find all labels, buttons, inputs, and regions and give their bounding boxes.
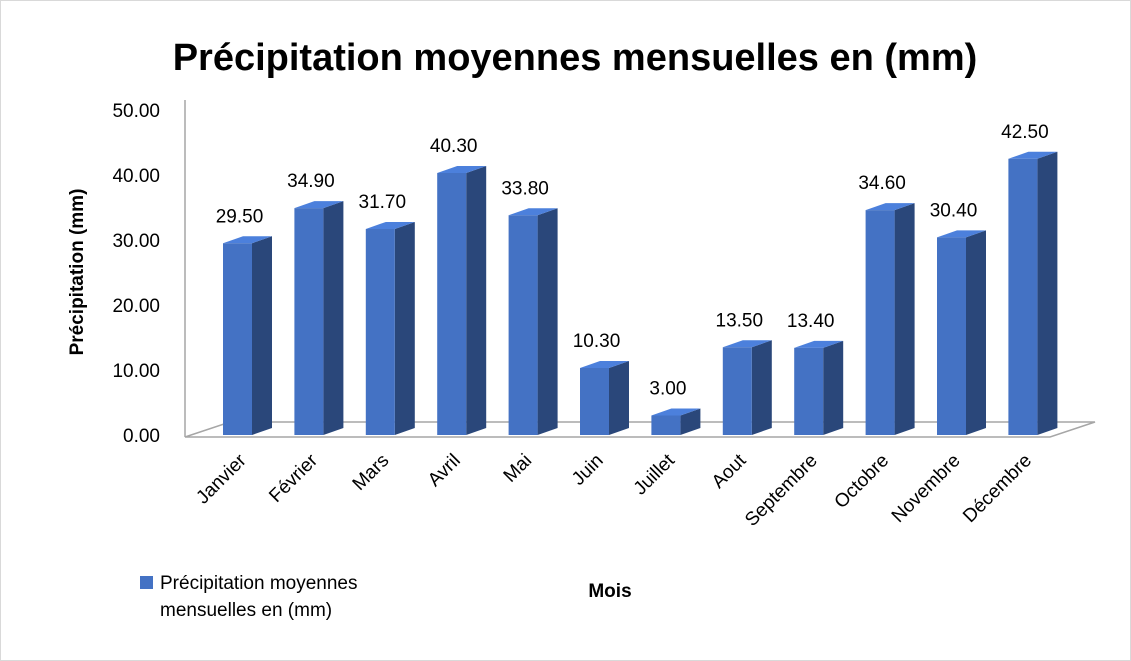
- bar-front: [508, 215, 538, 435]
- bar-top: [223, 236, 272, 244]
- bar-front: [651, 415, 681, 435]
- bar: [508, 208, 558, 435]
- bar-side: [252, 236, 272, 435]
- data-label: 40.30: [430, 136, 478, 157]
- bar: [437, 166, 487, 436]
- bar-top: [294, 201, 344, 209]
- data-label: 13.50: [716, 310, 764, 331]
- data-label: 10.30: [573, 331, 621, 352]
- bar-front: [722, 347, 752, 435]
- data-label: 42.50: [1001, 122, 1049, 143]
- y-tick-label: 30.00: [112, 231, 160, 252]
- bar-side: [966, 230, 986, 435]
- y-tick-label: 40.00: [112, 166, 160, 187]
- bar-top: [508, 208, 558, 216]
- bar: [794, 340, 844, 435]
- bar: [865, 203, 915, 435]
- bar-top: [722, 340, 772, 348]
- data-label: 34.60: [858, 173, 906, 194]
- bar-front: [223, 243, 252, 435]
- x-axis-label: Mois: [588, 581, 631, 602]
- bar-side: [894, 203, 915, 435]
- data-label: 30.40: [930, 200, 978, 221]
- bar-front: [1008, 158, 1038, 435]
- bar-top: [865, 203, 915, 211]
- bar-top: [937, 230, 986, 238]
- bar-front: [865, 210, 895, 435]
- data-label: 33.80: [501, 178, 549, 199]
- bar: [223, 236, 272, 435]
- chart-title: Précipitation moyennes mensuelles en (mm…: [173, 37, 978, 79]
- bar-side: [323, 201, 344, 435]
- bar: [294, 201, 344, 435]
- bar-front: [294, 208, 324, 435]
- bar-side: [1037, 151, 1058, 435]
- bar-side: [394, 221, 415, 435]
- bar-front: [437, 173, 467, 436]
- bar-top: [365, 221, 415, 229]
- bar: [651, 408, 701, 435]
- bar-top: [580, 361, 629, 369]
- bar: [580, 361, 629, 435]
- legend-swatch: [140, 576, 153, 589]
- y-tick-label: 50.00: [112, 101, 160, 122]
- floor: [184, 421, 1096, 438]
- bar-front: [580, 368, 609, 435]
- bar-top: [651, 408, 701, 416]
- bar-side: [680, 408, 701, 435]
- bar-front: [937, 237, 966, 435]
- bar-top: [1008, 151, 1058, 159]
- bar-side: [537, 208, 558, 435]
- y-tick-label: 0.00: [123, 426, 160, 447]
- bar: [1008, 151, 1058, 435]
- bar-side: [466, 166, 487, 436]
- legend-label: Précipitation moyennes mensuelles en (mm…: [160, 573, 358, 621]
- bar-side: [823, 340, 844, 435]
- data-label: 3.00: [649, 379, 686, 400]
- y-axis-label: Précipitation (mm): [67, 189, 88, 356]
- bar-front: [365, 228, 395, 435]
- bar-top: [794, 340, 844, 348]
- bar-side: [609, 361, 629, 435]
- bar-top: [437, 166, 487, 174]
- bar: [365, 221, 415, 435]
- bar-front: [794, 347, 824, 435]
- data-label: 34.90: [287, 171, 335, 192]
- bar-side: [751, 340, 772, 435]
- data-label: 31.70: [359, 192, 407, 213]
- bar: [722, 340, 772, 435]
- data-label: 13.40: [787, 311, 835, 332]
- bar: [937, 230, 986, 435]
- y-tick-label: 20.00: [112, 296, 160, 317]
- y-tick-label: 10.00: [112, 361, 160, 382]
- data-label: 29.50: [216, 206, 264, 227]
